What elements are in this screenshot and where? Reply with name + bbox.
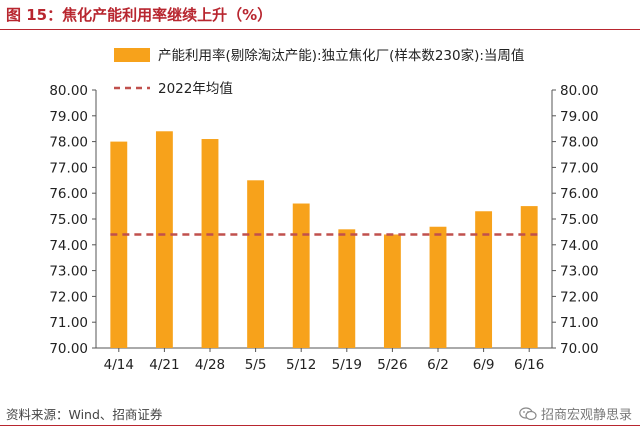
wechat-icon [519,406,537,420]
bar-5-19 [338,229,356,348]
y-tick-label-left: 76.00 [49,186,88,202]
y-tick-label-left: 70.00 [49,341,88,357]
bar-4-14 [110,141,128,348]
x-tick-label: 6/16 [514,357,544,373]
legend-bar-label: 产能利用率(剔除淘汰产能):独立焦化厂(样本数230家):当周值 [158,47,524,64]
bar-5-12 [292,203,310,348]
title-rule [0,29,640,30]
legend: 产能利用率(剔除淘汰产能):独立焦化厂(样本数230家):当周值 2022年均值 [114,47,524,97]
x-tick-label: 4/14 [104,357,134,373]
x-tick-label: 5/12 [286,357,316,373]
legend-bar-swatch [114,48,150,62]
y-tick-label-left: 72.00 [49,289,88,305]
bar-6-2 [429,226,447,348]
y-tick-label-left: 74.00 [49,238,88,254]
bar-5-5 [247,180,265,348]
y-tick-label-left: 79.00 [49,109,88,125]
figure-title: 图 15：焦化产能利用率继续上升（%） [6,6,273,24]
bar-4-21 [155,131,173,348]
bottom-rule [0,425,640,426]
source-note: 资料来源：Wind、招商证券 [6,407,163,422]
y-tick-label-right: 73.00 [560,264,599,280]
y-tick-label-right: 77.00 [560,160,599,176]
x-tick-label: 5/5 [245,357,267,373]
y-tick-label-left: 77.00 [49,160,88,176]
y-tick-label-right: 76.00 [560,186,599,202]
x-tick-labels: 4/14 4/21 4/28 5/5 5/12 5/19 5/26 6/2 6/9 6/16 [104,348,544,373]
watermark: 招商宏观静思录 [519,404,632,423]
y-tick-label-right: 72.00 [560,289,599,305]
x-tick-label: 6/9 [473,357,495,373]
y-tick-label-left: 71.00 [49,315,88,331]
y-tick-label-right: 75.00 [560,212,599,228]
y-tick-label-right: 78.00 [560,135,599,151]
x-tick-label: 4/28 [195,357,225,373]
legend-line-label: 2022年均值 [158,81,233,97]
bar-chart: 产能利用率(剔除淘汰产能):独立焦化厂(样本数230家):当周值 2022年均值… [49,47,598,373]
bar-4-28 [201,139,219,348]
bar-6-9 [475,211,493,348]
watermark-text: 招商宏观静思录 [540,408,632,423]
y-tick-label-right: 74.00 [560,238,599,254]
y-tick-label-right: 71.00 [560,315,599,331]
y-tick-label-left: 80.00 [49,83,88,99]
x-tick-label: 4/21 [149,357,179,373]
y-tick-label-left: 75.00 [49,212,88,228]
y-tick-label-right: 79.00 [560,109,599,125]
bars [110,131,538,348]
y-tick-label-right: 80.00 [560,83,599,99]
y-tick-label-left: 78.00 [49,135,88,151]
y-tick-label-right: 70.00 [560,341,599,357]
x-tick-label: 6/2 [427,357,449,373]
x-tick-label: 5/26 [377,357,407,373]
bar-5-26 [383,234,401,348]
axes: 70.00 70.00 71.00 71.00 72.00 72.00 73.00 73.00… [49,83,598,357]
bar-6-16 [520,206,538,348]
y-tick-label-left: 73.00 [49,264,88,280]
x-tick-label: 5/19 [332,357,362,373]
